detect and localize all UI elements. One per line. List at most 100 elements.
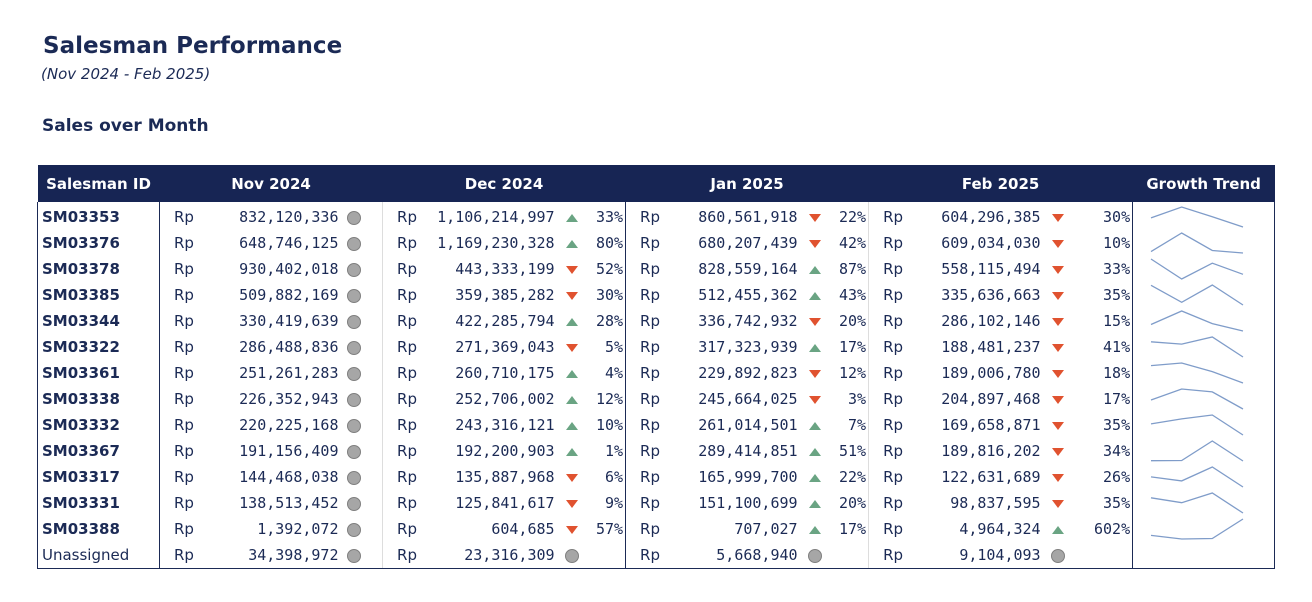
currency-label: Rp xyxy=(868,438,921,464)
triangle-down-icon xyxy=(1051,213,1064,222)
feb-sales-value: 169,658,871 xyxy=(941,416,1041,434)
nov-sales-value: 1,392,072 xyxy=(257,520,339,538)
nov-indicator-cell xyxy=(339,438,369,464)
currency-label: Rp xyxy=(625,308,678,334)
feb-change-pct: 602% xyxy=(1094,520,1131,538)
salesman-id: SM03322 xyxy=(37,334,160,360)
dec-change-pct: 12% xyxy=(595,390,624,408)
nov-change-pct xyxy=(369,256,383,282)
salesman-id: SM03367 xyxy=(37,438,160,464)
dec-indicator-cell xyxy=(555,360,589,386)
triangle-up-icon xyxy=(808,291,821,300)
dec-change-pct: 28% xyxy=(595,312,624,330)
feb-indicator-cell xyxy=(1041,412,1075,438)
nov-change-pct xyxy=(369,308,383,334)
jan-indicator-cell xyxy=(798,516,832,542)
feb-sales-value: 189,006,780 xyxy=(941,364,1041,382)
currency-label: Rp xyxy=(159,282,212,308)
nov-sales-value: 34,398,972 xyxy=(211,542,339,569)
triangle-down-icon xyxy=(808,317,821,326)
circle-neutral-icon xyxy=(346,314,361,329)
currency-label: Rp xyxy=(159,386,212,412)
dec-indicator-cell xyxy=(555,256,589,282)
sparkline-path xyxy=(1151,466,1244,488)
feb-change-pct: 35% xyxy=(1103,286,1131,304)
nov-change-pct xyxy=(369,464,383,490)
jan-change-pct: 12% xyxy=(839,364,867,382)
salesman-id: SM03361 xyxy=(37,360,160,386)
nov-change-pct xyxy=(369,438,383,464)
jan-indicator-cell xyxy=(798,412,832,438)
feb-sales-value: 9,104,093 xyxy=(920,542,1041,569)
sparkline xyxy=(1150,206,1244,228)
jan-sales-value: 680,207,439 xyxy=(698,234,798,252)
feb-indicator-cell xyxy=(1041,464,1075,490)
currency-label: Rp xyxy=(868,202,921,230)
salesman-id: Unassigned xyxy=(37,542,160,569)
jan-sales-value: 165,999,700 xyxy=(698,468,798,486)
table-row: SM03385 Rp 509,882,169 Rp 359,385,282 30% Rp 51… xyxy=(37,282,1276,308)
nov-indicator-cell xyxy=(338,542,369,569)
nov-sales-value: 648,746,125 xyxy=(239,234,339,252)
dec-change-pct: 10% xyxy=(595,416,624,434)
growth-trend-cell xyxy=(1132,438,1276,464)
triangle-up-icon xyxy=(565,213,578,222)
salesman-id: SM03338 xyxy=(37,386,160,412)
feb-change-pct: 17% xyxy=(1103,390,1131,408)
nov-sales-value: 251,261,283 xyxy=(239,364,339,382)
jan-indicator-cell xyxy=(798,256,832,282)
triangle-up-icon xyxy=(808,421,821,430)
sparkline xyxy=(1151,440,1244,462)
jan-change-pct: 3% xyxy=(848,390,867,408)
jan-indicator-cell xyxy=(798,438,832,464)
jan-sales-value: 317,323,939 xyxy=(698,338,798,356)
table-row: SM03378 Rp 930,402,018 Rp 443,333,199 52% Rp 82… xyxy=(37,256,1276,282)
nov-indicator-cell xyxy=(339,308,369,334)
jan-sales-value: 336,742,932 xyxy=(698,312,798,330)
feb-change-pct: 35% xyxy=(1103,494,1131,512)
currency-label: Rp xyxy=(868,490,921,516)
nov-indicator-cell xyxy=(339,202,369,230)
circle-neutral-icon xyxy=(564,548,579,563)
triangle-down-icon xyxy=(1051,291,1064,300)
feb-sales-value: 122,631,689 xyxy=(941,468,1041,486)
dec-sales-value: 1,169,230,328 xyxy=(437,234,555,252)
feb-change-pct: 26% xyxy=(1103,468,1131,486)
currency-label: Rp xyxy=(625,542,678,569)
currency-label: Rp xyxy=(159,464,212,490)
dec-indicator-cell xyxy=(555,412,589,438)
feb-change-pct: 18% xyxy=(1103,364,1131,382)
dec-indicator-cell xyxy=(555,308,589,334)
triangle-down-icon xyxy=(565,525,578,534)
dec-indicator-cell xyxy=(555,516,589,542)
nov-change-pct xyxy=(369,516,383,542)
circle-neutral-icon xyxy=(346,444,361,459)
dec-change-pct: 5% xyxy=(604,338,624,356)
growth-trend-cell xyxy=(1132,308,1276,334)
jan-sales-value: 5,668,940 xyxy=(677,542,798,569)
nov-change-pct xyxy=(369,386,383,412)
col-header-dec-2024: Dec 2024 xyxy=(382,165,626,202)
table-row: SM03388 Rp 1,392,072 Rp 604,685 57% Rp 707,027 1… xyxy=(37,516,1276,542)
currency-label: Rp xyxy=(382,202,435,230)
jan-sales-value: 860,561,918 xyxy=(698,208,798,226)
col-header-feb-2025: Feb 2025 xyxy=(868,165,1133,202)
col-header-growth-trend: Growth Trend xyxy=(1132,165,1275,202)
growth-trend-cell xyxy=(1132,464,1276,490)
growth-trend-cell xyxy=(1132,230,1276,256)
table-row: SM03322 Rp 286,488,836 Rp 271,369,043 5% Rp 317… xyxy=(37,334,1276,360)
jan-indicator-cell xyxy=(797,542,832,569)
triangle-down-icon xyxy=(1051,317,1064,326)
table-row: SM03332 Rp 220,225,168 Rp 243,316,121 10% Rp 26… xyxy=(37,412,1276,438)
nov-change-pct xyxy=(369,360,383,386)
currency-label: Rp xyxy=(382,256,435,282)
sparkline xyxy=(1150,232,1244,254)
salesman-id: SM03353 xyxy=(37,202,160,230)
nov-indicator-cell xyxy=(339,230,369,256)
jan-change-pct: 42% xyxy=(839,234,867,252)
sparkline xyxy=(1151,492,1244,514)
triangle-down-icon xyxy=(1051,447,1064,456)
currency-label: Rp xyxy=(159,230,212,256)
salesman-id: SM03332 xyxy=(37,412,160,438)
currency-label: Rp xyxy=(382,464,435,490)
